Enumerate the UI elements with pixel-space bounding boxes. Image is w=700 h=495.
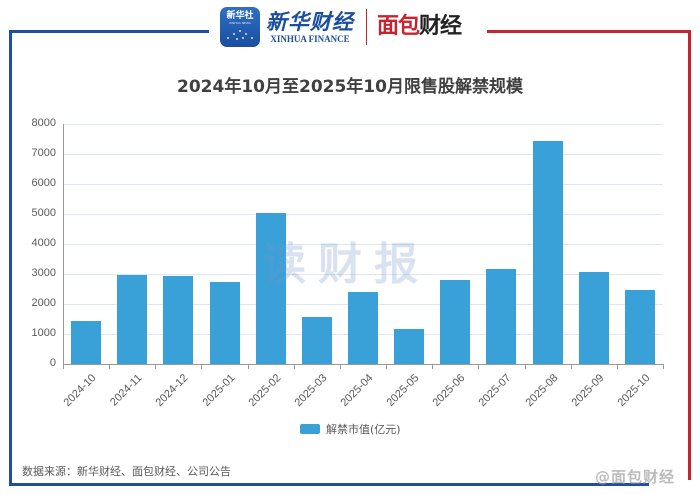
gridline (63, 154, 663, 155)
bar-2025-02[interactable] (255, 212, 286, 364)
gridline (63, 184, 663, 185)
legend-label: 解禁市值(亿元) (326, 423, 401, 436)
x-tick-mark (63, 364, 64, 369)
legend[interactable]: 解禁市值(亿元) (300, 421, 401, 437)
xinhua-finance-logo: 新华财经 XINHUA FINANCE (266, 9, 354, 45)
bar-2024-11[interactable] (117, 274, 148, 364)
bar-2025-06[interactable] (440, 280, 471, 364)
x-tick-label: 2025-04 (338, 372, 376, 410)
x-tick-label: 2024-10 (61, 372, 99, 410)
xinhua-news-icon: 新华社 XINHUA NEWS (220, 7, 260, 47)
data-source-note: 数据来源：新华财经、面包财经、公司公告 (22, 465, 231, 478)
y-tick-label: 6000 (31, 177, 56, 189)
y-tick-label: 0 (49, 357, 56, 369)
x-tick-label: 2024-12 (153, 372, 191, 410)
x-tick-label: 2025-08 (523, 372, 561, 410)
x-tick-label: 2025-09 (569, 372, 607, 410)
y-tick-label: 2000 (31, 297, 56, 309)
gridline (63, 244, 663, 245)
xinhua-finance-cn: 新华财经 (266, 9, 354, 34)
x-tick-label: 2025-07 (476, 372, 514, 410)
x-tick-mark (247, 364, 249, 369)
weibo-watermark: @面包财经 (595, 468, 676, 486)
x-tick-label: 2025-02 (246, 372, 284, 410)
x-tick-mark (478, 364, 480, 369)
xinhua-icon-text: 新华社 (226, 11, 254, 21)
logo-separator (366, 9, 367, 45)
x-tick-label: 2025-05 (384, 372, 422, 410)
bar-2024-10[interactable] (71, 321, 102, 364)
x-tick-mark (663, 364, 664, 369)
x-tick-mark (293, 364, 295, 369)
x-tick-label: 2024-11 (108, 372, 145, 409)
mianbao-logo-red: 面包 (377, 14, 420, 39)
x-tick-label: 2025-06 (430, 372, 468, 410)
x-tick-mark (201, 364, 203, 369)
frame-left-border (9, 30, 12, 486)
x-tick-label: 2025-10 (615, 372, 653, 410)
gridline (63, 124, 663, 125)
bar-2025-03[interactable] (301, 316, 332, 364)
y-tick-label: 5000 (31, 207, 56, 219)
frame-bottom-border (9, 483, 649, 486)
legend-swatch (300, 424, 320, 434)
bar-2025-07[interactable] (486, 269, 517, 364)
x-axis-line (63, 364, 663, 365)
y-tick-label: 4000 (31, 237, 56, 249)
mianbao-finance-logo: 面包财经 (377, 13, 462, 41)
x-tick-mark (109, 364, 111, 369)
y-tick-label: 1000 (31, 327, 56, 339)
frame-top-left-border (9, 30, 209, 33)
bar-2025-05[interactable] (394, 328, 425, 364)
y-tick-label: 7000 (31, 147, 56, 159)
watermark: 读财报 (262, 239, 430, 290)
network-dots-icon (225, 28, 255, 40)
xinhua-finance-en: XINHUA FINANCE (270, 34, 350, 44)
x-tick-mark (155, 364, 157, 369)
chart-title: 2024年10月至2025年10月限售股解禁规模 (177, 77, 523, 97)
bar-2025-08[interactable] (532, 141, 563, 364)
bar-2025-10[interactable] (624, 289, 655, 364)
x-tick-mark (386, 364, 388, 369)
x-tick-label: 2025-01 (199, 372, 238, 410)
gridline (63, 214, 663, 215)
x-tick-label: 2025-03 (292, 372, 330, 410)
x-tick-mark (339, 364, 341, 369)
x-tick-mark (524, 364, 526, 369)
bar-2024-12[interactable] (163, 275, 194, 364)
bar-2025-01[interactable] (209, 282, 240, 364)
y-axis-line (63, 124, 64, 365)
frame-top-right-border (487, 30, 691, 33)
bar-2025-09[interactable] (578, 272, 609, 364)
x-tick-mark (570, 364, 572, 369)
plot-area (63, 124, 663, 364)
x-tick-mark (432, 364, 434, 369)
bar-2025-04[interactable] (348, 292, 378, 364)
frame-right-border (688, 30, 691, 480)
gridline (63, 274, 663, 275)
xinhua-icon-subtext: XINHUA NEWS (229, 21, 251, 25)
header-logos: 新华社 XINHUA NEWS 新华财经 XINHUA FINANCE 面包财经 (220, 6, 462, 48)
y-tick-label: 8000 (31, 117, 56, 129)
x-tick-mark (616, 364, 618, 369)
mianbao-logo-dark: 财经 (419, 14, 462, 39)
y-tick-label: 3000 (31, 267, 56, 279)
